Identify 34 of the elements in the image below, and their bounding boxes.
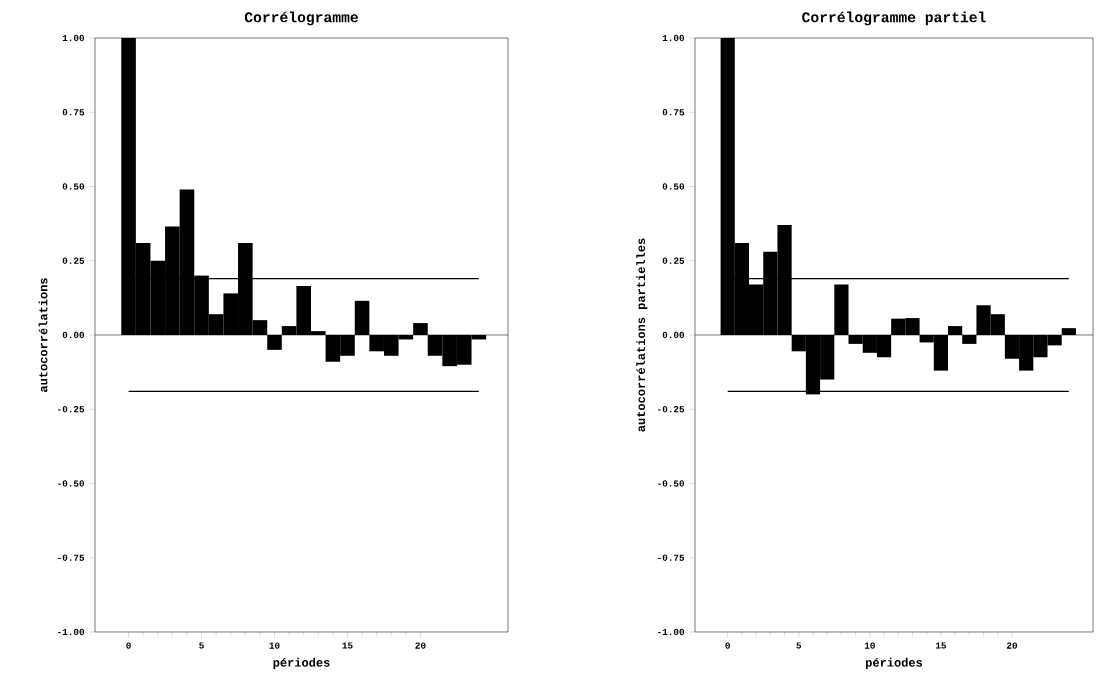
y-tick-label: 1.00 <box>62 34 85 42</box>
y-tick-label: 0.25 <box>62 257 85 264</box>
x-axis-title: périodes <box>273 657 330 670</box>
y-tick-label: -0.25 <box>58 406 85 413</box>
x-tick-label: 0 <box>725 642 730 649</box>
y-axis-title: autocorrélations <box>38 278 48 392</box>
y-tick-label: 0.50 <box>62 183 85 190</box>
y-tick-label: -0.75 <box>58 554 85 561</box>
y-tick-label: -1.00 <box>658 628 685 636</box>
y-axis-title: autocorrélations partielles <box>636 238 648 432</box>
x-axis-title: périodes <box>866 657 923 670</box>
y-tick-label: -0.50 <box>658 480 685 487</box>
x-tick-label: 0 <box>126 642 131 649</box>
y-tick-label: -0.50 <box>58 480 85 487</box>
y-tick-label: 1.00 <box>662 34 685 42</box>
y-tick-label: -0.75 <box>658 554 685 561</box>
x-tick-label: 10 <box>864 642 875 649</box>
y-tick-label: 0.75 <box>662 109 685 116</box>
y-tick-label: -1.00 <box>58 628 85 636</box>
x-tick-label: 15 <box>342 642 353 649</box>
x-tick-label: 5 <box>796 642 802 649</box>
y-tick-label: -0.25 <box>658 406 685 413</box>
x-tick-label: 20 <box>1006 642 1018 649</box>
y-tick-label: 0.00 <box>662 331 685 339</box>
x-tick-label: 15 <box>935 642 947 649</box>
y-tick-label: 0.75 <box>62 109 85 116</box>
x-tick-label: 10 <box>269 642 280 649</box>
x-tick-label: 5 <box>199 642 204 649</box>
chart-title: Corrélogramme <box>244 11 358 26</box>
x-tick-label: 20 <box>415 642 426 649</box>
y-tick-label: 0.25 <box>662 257 685 264</box>
y-tick-label: 0.50 <box>662 183 685 190</box>
chart-title: Corrélogramme partiel <box>802 11 986 26</box>
y-tick-label: 0.00 <box>62 331 85 339</box>
